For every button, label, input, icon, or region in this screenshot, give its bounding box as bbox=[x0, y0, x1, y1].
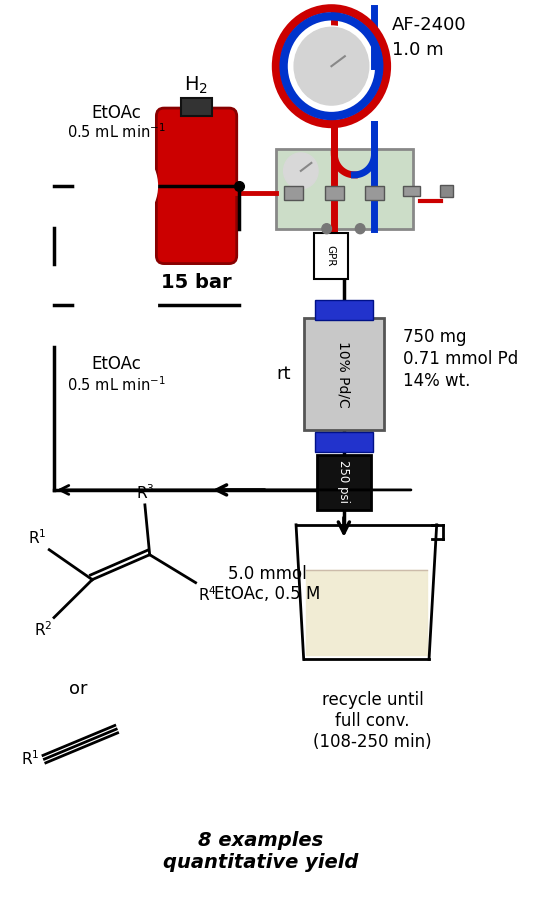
Circle shape bbox=[292, 25, 371, 107]
Bar bbox=[315, 432, 372, 452]
Text: rt: rt bbox=[277, 366, 291, 383]
Bar bbox=[276, 149, 413, 228]
Circle shape bbox=[109, 286, 145, 324]
Text: R$^4$: R$^4$ bbox=[198, 586, 217, 604]
Text: recycle until
full conv.
(108-250 min): recycle until full conv. (108-250 min) bbox=[313, 692, 432, 751]
Text: EtOAc: EtOAc bbox=[91, 104, 141, 122]
Text: GPR: GPR bbox=[326, 245, 335, 266]
Bar bbox=[317, 455, 371, 510]
Bar bbox=[315, 300, 372, 321]
Text: 10% Pd/C: 10% Pd/C bbox=[337, 341, 351, 408]
Bar bbox=[365, 186, 384, 200]
Bar bbox=[403, 186, 421, 196]
Text: 0.5 mL min$^{-1}$: 0.5 mL min$^{-1}$ bbox=[67, 375, 165, 394]
Text: 250 psi: 250 psi bbox=[337, 460, 350, 504]
Circle shape bbox=[356, 224, 365, 234]
Text: R$^1$: R$^1$ bbox=[21, 750, 40, 768]
Text: AF-2400: AF-2400 bbox=[392, 17, 466, 34]
Text: R$^3$: R$^3$ bbox=[136, 484, 154, 502]
Text: EtOAc: EtOAc bbox=[91, 356, 141, 373]
Text: 15 bar: 15 bar bbox=[161, 273, 232, 292]
Bar bbox=[304, 319, 384, 430]
Circle shape bbox=[87, 167, 123, 204]
Bar bbox=[440, 185, 453, 197]
Circle shape bbox=[76, 144, 157, 227]
Circle shape bbox=[109, 167, 145, 204]
Text: 8 examples
quantitative yield: 8 examples quantitative yield bbox=[163, 831, 358, 872]
Circle shape bbox=[283, 153, 318, 189]
Circle shape bbox=[322, 224, 332, 234]
FancyBboxPatch shape bbox=[157, 108, 237, 263]
Text: 750 mg: 750 mg bbox=[403, 329, 467, 346]
Polygon shape bbox=[306, 570, 427, 656]
Text: or: or bbox=[69, 681, 87, 698]
Text: 1.0 m: 1.0 m bbox=[392, 41, 443, 59]
Text: 0.5 mL min$^{-1}$: 0.5 mL min$^{-1}$ bbox=[67, 122, 165, 141]
Bar bbox=[181, 99, 212, 116]
Circle shape bbox=[294, 28, 369, 105]
Circle shape bbox=[87, 286, 123, 324]
Circle shape bbox=[76, 263, 157, 347]
Bar bbox=[325, 186, 344, 200]
Text: 14% wt.: 14% wt. bbox=[403, 372, 470, 391]
Text: R$^1$: R$^1$ bbox=[28, 528, 47, 547]
Text: 0.71 mmol Pd: 0.71 mmol Pd bbox=[403, 350, 519, 368]
Text: H$_2$: H$_2$ bbox=[184, 75, 209, 96]
Text: R$^2$: R$^2$ bbox=[34, 621, 52, 639]
Text: 5.0 mmol
EtOAc, 0.5 M: 5.0 mmol EtOAc, 0.5 M bbox=[214, 565, 320, 603]
Bar bbox=[283, 186, 303, 200]
Bar bbox=[314, 233, 348, 278]
